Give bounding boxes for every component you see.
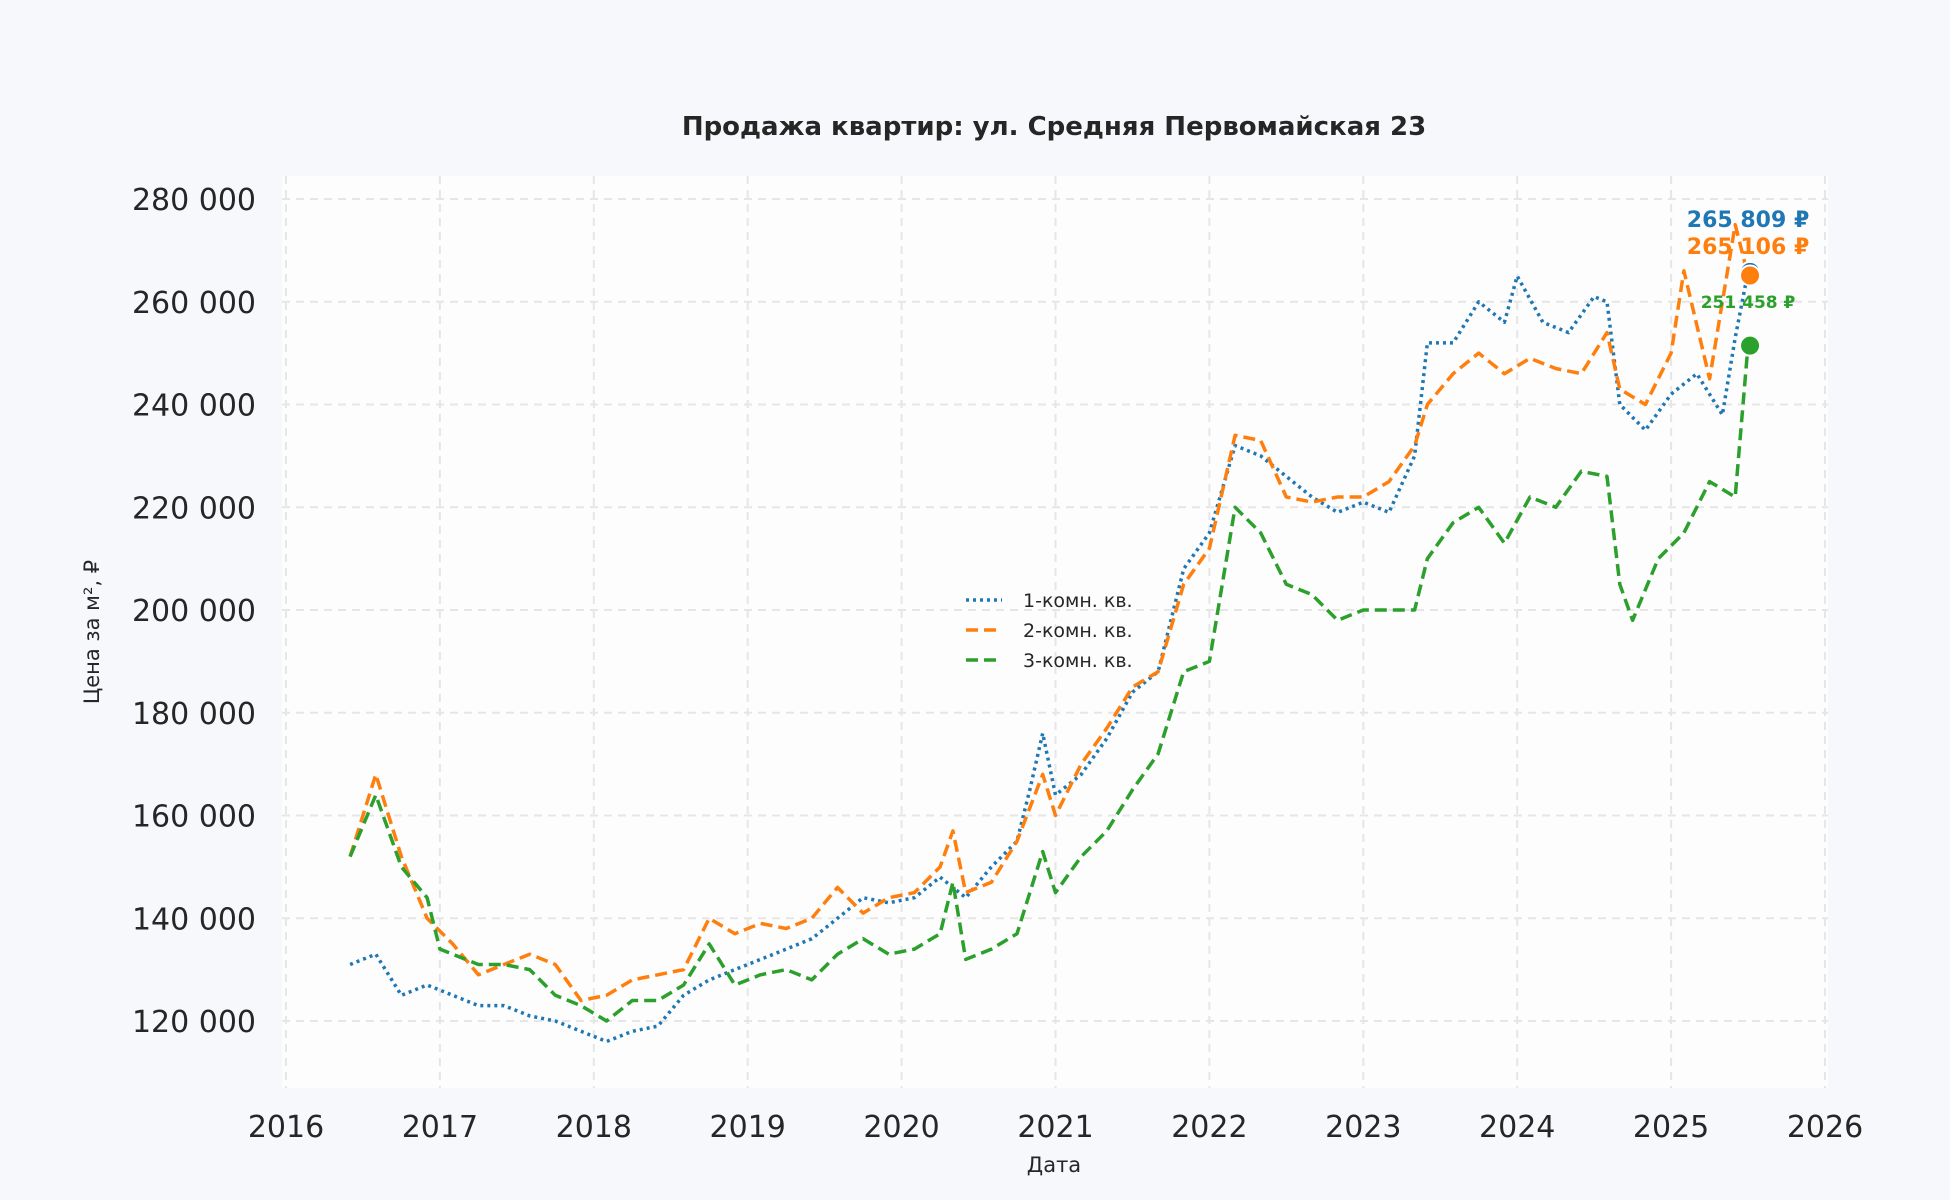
legend-label-1: 1-комн. кв. <box>1023 590 1133 612</box>
x-tick-label: 2019 <box>710 1110 786 1145</box>
x-tick-label: 2020 <box>863 1110 939 1145</box>
y-tick-label: 120 000 <box>132 1005 256 1040</box>
end-point-marker-2 <box>1739 264 1762 287</box>
x-tick-label: 2017 <box>402 1110 478 1145</box>
series-line-3 <box>348 345 1750 1023</box>
y-tick-label: 280 000 <box>132 183 256 218</box>
y-tick-label: 260 000 <box>132 286 256 321</box>
end-value-label-3: 251 458 ₽ <box>1701 293 1796 313</box>
series-line-2 <box>348 222 1750 1003</box>
series-line-1 <box>349 271 1750 1044</box>
legend-label-2: 2-комн. кв. <box>1023 620 1133 642</box>
y-tick-label: 140 000 <box>132 902 256 937</box>
chart-title: Продажа квартир: ул. Средняя Первомайска… <box>682 112 1426 142</box>
series-lines: 265 809 ₽265 106 ₽ 251 458 ₽ <box>348 208 1809 1044</box>
y-tick-label: 220 000 <box>132 491 256 526</box>
x-tick-label: 2016 <box>248 1110 324 1145</box>
y-tick-label: 240 000 <box>132 389 256 424</box>
x-axis-label: Дата <box>1027 1153 1081 1177</box>
x-tick-label: 2026 <box>1787 1110 1863 1145</box>
legend: 1-комн. кв. 2-комн. кв. 3-комн. кв. <box>966 590 1133 672</box>
x-tick-label: 2021 <box>1017 1110 1093 1145</box>
y-tick-label: 200 000 <box>132 594 256 629</box>
x-tick-label: 2018 <box>556 1110 632 1145</box>
x-tick-label: 2025 <box>1633 1110 1709 1145</box>
y-tick-label: 160 000 <box>132 800 256 835</box>
legend-label-3: 3-комн. кв. <box>1023 650 1133 672</box>
end-value-label-2: 265 106 ₽ <box>1687 235 1809 260</box>
y-tick-label: 180 000 <box>132 697 256 732</box>
tick-labels: 2016 2017 2018 2019 2020 2021 2022 2023 2024 2025… <box>132 183 1863 1145</box>
x-tick-label: 2022 <box>1171 1110 1247 1145</box>
y-axis-label: Цена за м², ₽ <box>80 560 104 704</box>
x-tick-label: 2024 <box>1479 1110 1555 1145</box>
end-value-label-1: 265 809 ₽ <box>1687 208 1809 233</box>
end-point-marker-3 <box>1739 334 1762 357</box>
x-tick-label: 2023 <box>1325 1110 1401 1145</box>
